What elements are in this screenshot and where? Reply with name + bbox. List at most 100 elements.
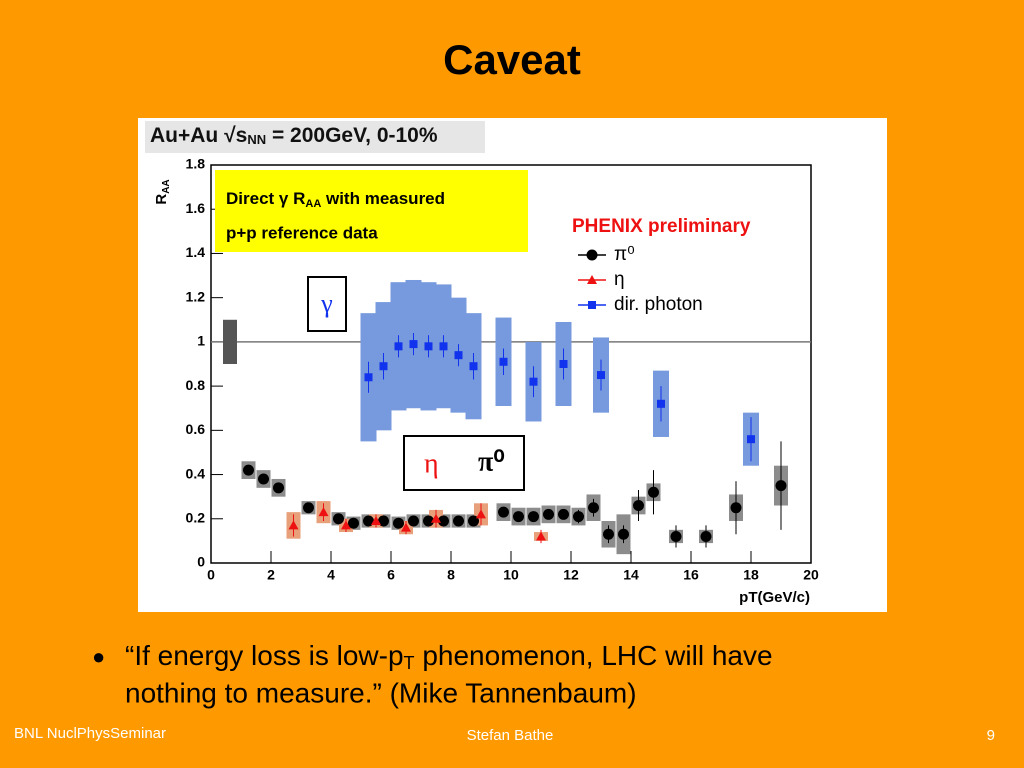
data-point (243, 464, 254, 476)
legend-label: η (614, 269, 625, 290)
data-point (730, 502, 742, 514)
data-point (775, 480, 787, 492)
data-point (543, 508, 554, 520)
header-box (145, 121, 485, 153)
plot: 0 0.2 0.4 0.6 0.8 1 1.2 1.4 1.6 1.8 0 2 4 6 8 10 12 14 16 1… (186, 156, 819, 583)
footer-left: BNL NuclPhysSeminar (14, 725, 166, 742)
x-tick-label: 4 (327, 567, 335, 583)
data-point (573, 511, 584, 523)
data-point (424, 342, 433, 351)
data-point (618, 528, 629, 540)
data-point (273, 482, 284, 494)
y-tick-label: 0.2 (186, 509, 206, 525)
data-point (469, 362, 478, 371)
x-tick-label: 8 (447, 567, 455, 583)
normalization-box (223, 319, 237, 364)
data-point (379, 362, 388, 371)
annotation-b: with measured (321, 189, 445, 208)
data-point (439, 342, 448, 351)
bullet-part2: phenomenon, LHC will have (415, 640, 773, 671)
data-point (454, 351, 463, 360)
data-point (498, 506, 509, 518)
legend-marker (586, 249, 598, 261)
data-point (303, 502, 314, 514)
data-point (364, 373, 373, 382)
data-point (597, 371, 605, 380)
data-point (513, 511, 524, 523)
data-point (657, 399, 665, 408)
data-point (528, 511, 539, 523)
x-tick-label: 6 (387, 567, 395, 583)
data-point (700, 530, 712, 542)
gamma-tag-box (307, 276, 347, 332)
x-tick-label: 16 (683, 567, 699, 583)
data-point (499, 357, 508, 366)
data-point (318, 507, 329, 517)
data-point (393, 517, 404, 529)
eta-tag: η (424, 448, 439, 479)
y-label: R (153, 194, 170, 205)
hadron-tag-box (403, 435, 525, 491)
experiment-label: PHENIX preliminary (572, 216, 751, 237)
annotation-sub: AA (305, 198, 321, 210)
data-point (670, 530, 682, 542)
bullet-dot: ● (92, 644, 105, 669)
bullet-part1: “If energy loss is low-p (125, 640, 404, 671)
y-tick-label: 1 (197, 333, 205, 349)
chart-header: Au+Au √sNN = 200GeV, 0-10% (150, 124, 438, 152)
annotation-box (215, 170, 528, 252)
y-tick-label: 0.8 (186, 377, 206, 393)
data-point (371, 515, 381, 525)
data-point (648, 486, 659, 498)
x-tick-label: 20 (803, 567, 819, 583)
footer-right: 9 (987, 727, 995, 744)
data-point (536, 531, 546, 541)
data-point (423, 515, 434, 527)
data-point (348, 517, 359, 529)
legend-marker (588, 301, 596, 309)
x-tick-label: 10 (503, 567, 519, 583)
y-tick-label: 0.6 (186, 421, 206, 437)
legend-label: dir. photon (614, 294, 703, 315)
annotation-line2: p+p reference data (226, 223, 378, 242)
footer-center: Stefan Bathe (467, 727, 554, 744)
y-tick-label: 1.2 (186, 288, 206, 304)
header-system: Au+Au (150, 124, 218, 147)
data-point (529, 377, 538, 386)
header-rest: = 200GeV, 0-10% (272, 124, 438, 147)
data-point (409, 340, 418, 349)
data-point (747, 435, 755, 444)
y-tick-label: 1.8 (186, 156, 206, 172)
pi0-tag: π⁰ (478, 446, 505, 477)
slide-title: Caveat (443, 36, 581, 83)
x-tick-label: 2 (267, 567, 275, 583)
gamma-tag: γ (320, 289, 333, 318)
y-label-sub: AA (161, 179, 172, 193)
data-point (363, 515, 374, 527)
bullet-line2: nothing to measure.” (Mike Tannenbaum) (125, 677, 637, 708)
annotation-line1: Direct γ RAA with measured (226, 189, 445, 209)
data-point (559, 360, 568, 368)
data-point (288, 520, 299, 530)
data-point (588, 502, 599, 514)
y-tick-label: 0 (197, 554, 205, 570)
data-point (408, 515, 419, 527)
data-point (394, 342, 403, 351)
y-tick-label: 1.4 (186, 244, 206, 260)
data-point (431, 513, 441, 523)
annotation-a: Direct γ R (226, 189, 305, 208)
x-tick-label: 18 (743, 567, 759, 583)
y-axis-label: RAA (153, 179, 172, 204)
data-point (453, 515, 464, 527)
data-point (258, 473, 269, 485)
data-point (438, 515, 449, 527)
data-point (401, 522, 411, 532)
x-axis-label: pT(GeV/c) (739, 589, 810, 606)
data-point (378, 515, 389, 527)
data-point (333, 513, 344, 525)
header-sub: NN (247, 132, 266, 147)
x-tick-label: 12 (563, 567, 579, 583)
legend-label: π⁰ (614, 244, 635, 265)
